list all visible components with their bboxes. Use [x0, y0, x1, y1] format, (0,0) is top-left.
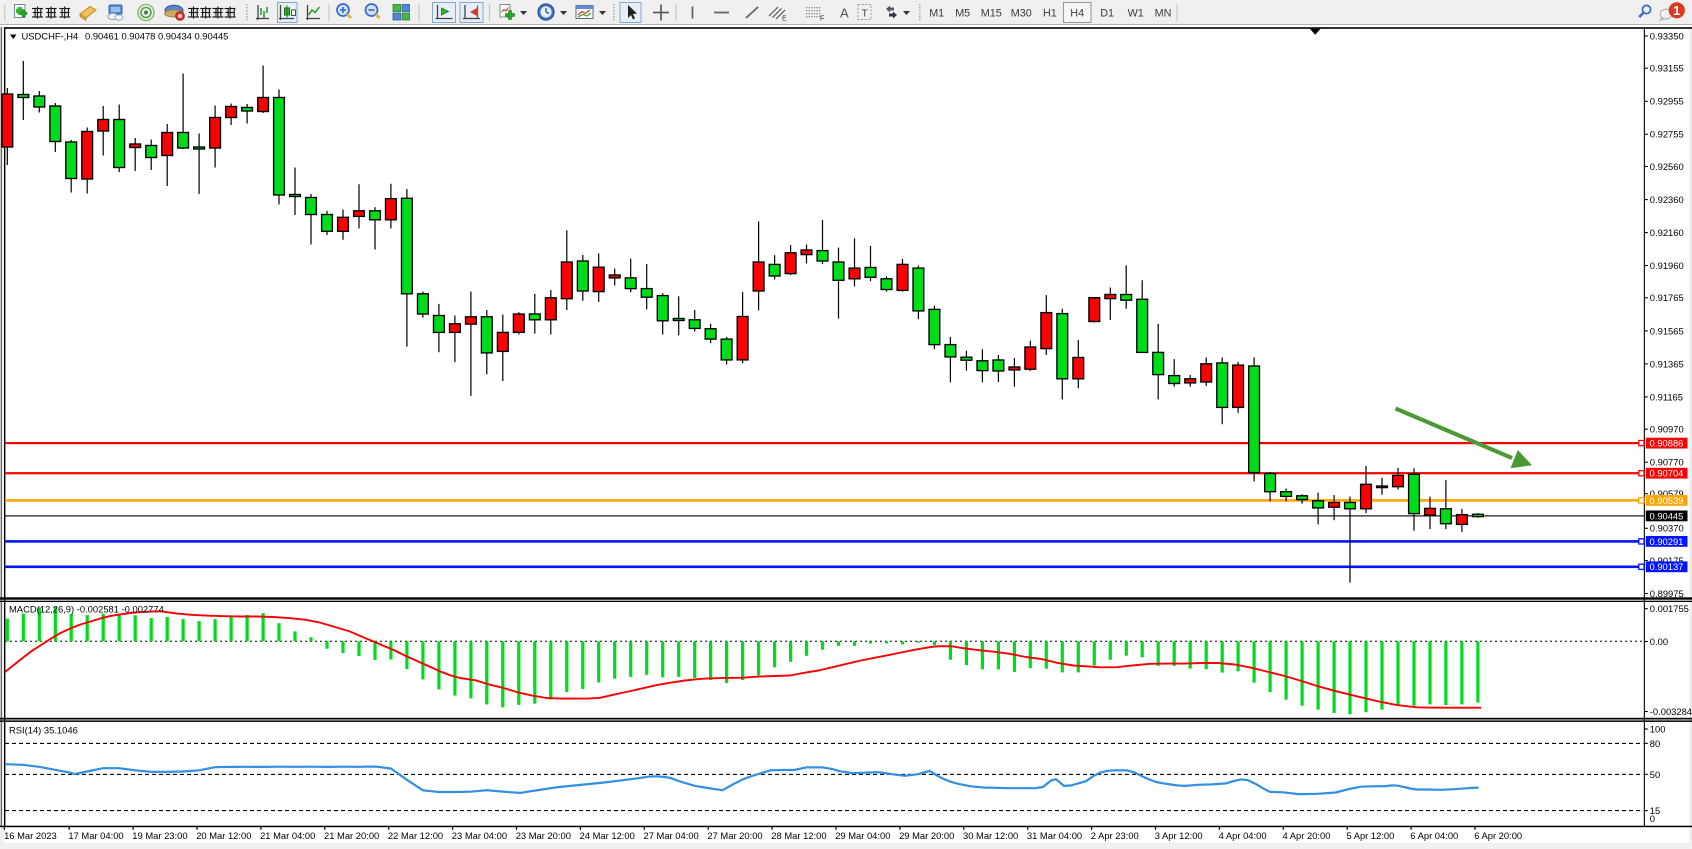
svg-text:M5: M5 [955, 8, 970, 20]
svg-text:21 Mar 20:00: 21 Mar 20:00 [324, 830, 379, 841]
svg-text:0.92360: 0.92360 [1650, 194, 1684, 205]
svg-text:0.00: 0.00 [1650, 636, 1668, 647]
svg-text:0: 0 [1650, 813, 1655, 824]
svg-text:MN: MN [1155, 8, 1172, 20]
svg-text:USDCHF-,H4: USDCHF-,H4 [22, 31, 79, 42]
svg-text:0.90175: 0.90175 [1650, 555, 1684, 566]
svg-text:0.91165: 0.91165 [1650, 391, 1683, 402]
svg-text:0.90370: 0.90370 [1650, 523, 1684, 534]
svg-text:0.92955: 0.92955 [1650, 96, 1684, 107]
svg-text:M30: M30 [1011, 8, 1032, 20]
svg-text:M15: M15 [981, 8, 1002, 20]
svg-text:28 Mar 12:00: 28 Mar 12:00 [771, 830, 826, 841]
svg-text:5 Apr 12:00: 5 Apr 12:00 [1346, 830, 1394, 841]
svg-text:W1: W1 [1128, 8, 1144, 20]
svg-text:0.93350: 0.93350 [1650, 30, 1684, 41]
svg-text:31 Mar 04:00: 31 Mar 04:00 [1027, 830, 1082, 841]
svg-text:100: 100 [1650, 723, 1666, 734]
svg-text:6 Apr 20:00: 6 Apr 20:00 [1474, 830, 1522, 841]
svg-text:0.90579: 0.90579 [1650, 488, 1684, 499]
svg-text:M1: M1 [929, 8, 944, 20]
svg-text:E: E [782, 16, 787, 23]
svg-text:4 Apr 20:00: 4 Apr 20:00 [1283, 830, 1331, 841]
svg-text:0.92755: 0.92755 [1650, 129, 1684, 140]
svg-text:A: A [840, 6, 849, 21]
svg-text:D1: D1 [1100, 8, 1114, 20]
svg-text:0.91565: 0.91565 [1650, 325, 1684, 336]
svg-text:27 Mar 20:00: 27 Mar 20:00 [707, 830, 762, 841]
svg-text:H1: H1 [1043, 8, 1057, 20]
svg-text:0.001755: 0.001755 [1650, 603, 1689, 614]
svg-text:22 Mar 12:00: 22 Mar 12:00 [388, 830, 443, 841]
svg-text:80: 80 [1650, 738, 1660, 749]
svg-text:0.90704: 0.90704 [1650, 468, 1684, 479]
svg-text:0.90137: 0.90137 [1650, 561, 1684, 572]
svg-text:0.90970: 0.90970 [1650, 424, 1684, 435]
svg-text:0.90770: 0.90770 [1650, 457, 1684, 468]
svg-text:30 Mar 12:00: 30 Mar 12:00 [963, 830, 1018, 841]
svg-text:T: T [862, 8, 869, 20]
svg-text:0.90445: 0.90445 [1650, 510, 1684, 521]
svg-text:0.93155: 0.93155 [1650, 63, 1684, 74]
svg-text:16 Mar 2023: 16 Mar 2023 [4, 830, 57, 841]
svg-text:29 Mar 04:00: 29 Mar 04:00 [835, 830, 890, 841]
svg-text:24 Mar 12:00: 24 Mar 12:00 [580, 830, 635, 841]
svg-text:6 Apr 04:00: 6 Apr 04:00 [1410, 830, 1458, 841]
svg-text:50: 50 [1650, 769, 1660, 780]
svg-text:21 Mar 04:00: 21 Mar 04:00 [260, 830, 315, 841]
svg-text:4 Apr 04:00: 4 Apr 04:00 [1219, 830, 1267, 841]
svg-text:3 Apr 12:00: 3 Apr 12:00 [1155, 830, 1203, 841]
svg-text:RSI(14) 35.1046: RSI(14) 35.1046 [9, 725, 78, 736]
svg-text:0.90461 0.90478 0.90434 0.9044: 0.90461 0.90478 0.90434 0.90445 [85, 31, 228, 42]
svg-text:23 Mar 04:00: 23 Mar 04:00 [452, 830, 507, 841]
svg-text:15: 15 [1650, 805, 1660, 816]
svg-text:0.92160: 0.92160 [1650, 227, 1684, 238]
svg-text:23 Mar 20:00: 23 Mar 20:00 [516, 830, 571, 841]
svg-text:H4: H4 [1070, 8, 1084, 20]
svg-text:27 Mar 04:00: 27 Mar 04:00 [644, 830, 699, 841]
svg-text:0.90539: 0.90539 [1650, 495, 1684, 506]
svg-text:0.91765: 0.91765 [1650, 292, 1684, 303]
svg-text:19 Mar 23:00: 19 Mar 23:00 [132, 830, 187, 841]
svg-text:2 Apr 23:00: 2 Apr 23:00 [1091, 830, 1139, 841]
svg-text:0.90886: 0.90886 [1650, 438, 1684, 449]
svg-text:-0.003284: -0.003284 [1650, 706, 1692, 717]
svg-text:MACD(12,26,9) -0.002581 -0.002: MACD(12,26,9) -0.002581 -0.002774 [9, 603, 164, 614]
svg-text:F: F [820, 16, 824, 23]
svg-text:0.89975: 0.89975 [1650, 588, 1684, 599]
svg-text:0.92560: 0.92560 [1650, 161, 1684, 172]
svg-text:1: 1 [1673, 3, 1680, 18]
svg-text:29 Mar 20:00: 29 Mar 20:00 [899, 830, 954, 841]
svg-text:0.91365: 0.91365 [1650, 358, 1684, 369]
svg-text:0.90291: 0.90291 [1650, 536, 1684, 547]
svg-text:20 Mar 12:00: 20 Mar 12:00 [196, 830, 251, 841]
svg-text:0.91960: 0.91960 [1650, 260, 1684, 271]
svg-text:17 Mar 04:00: 17 Mar 04:00 [68, 830, 123, 841]
